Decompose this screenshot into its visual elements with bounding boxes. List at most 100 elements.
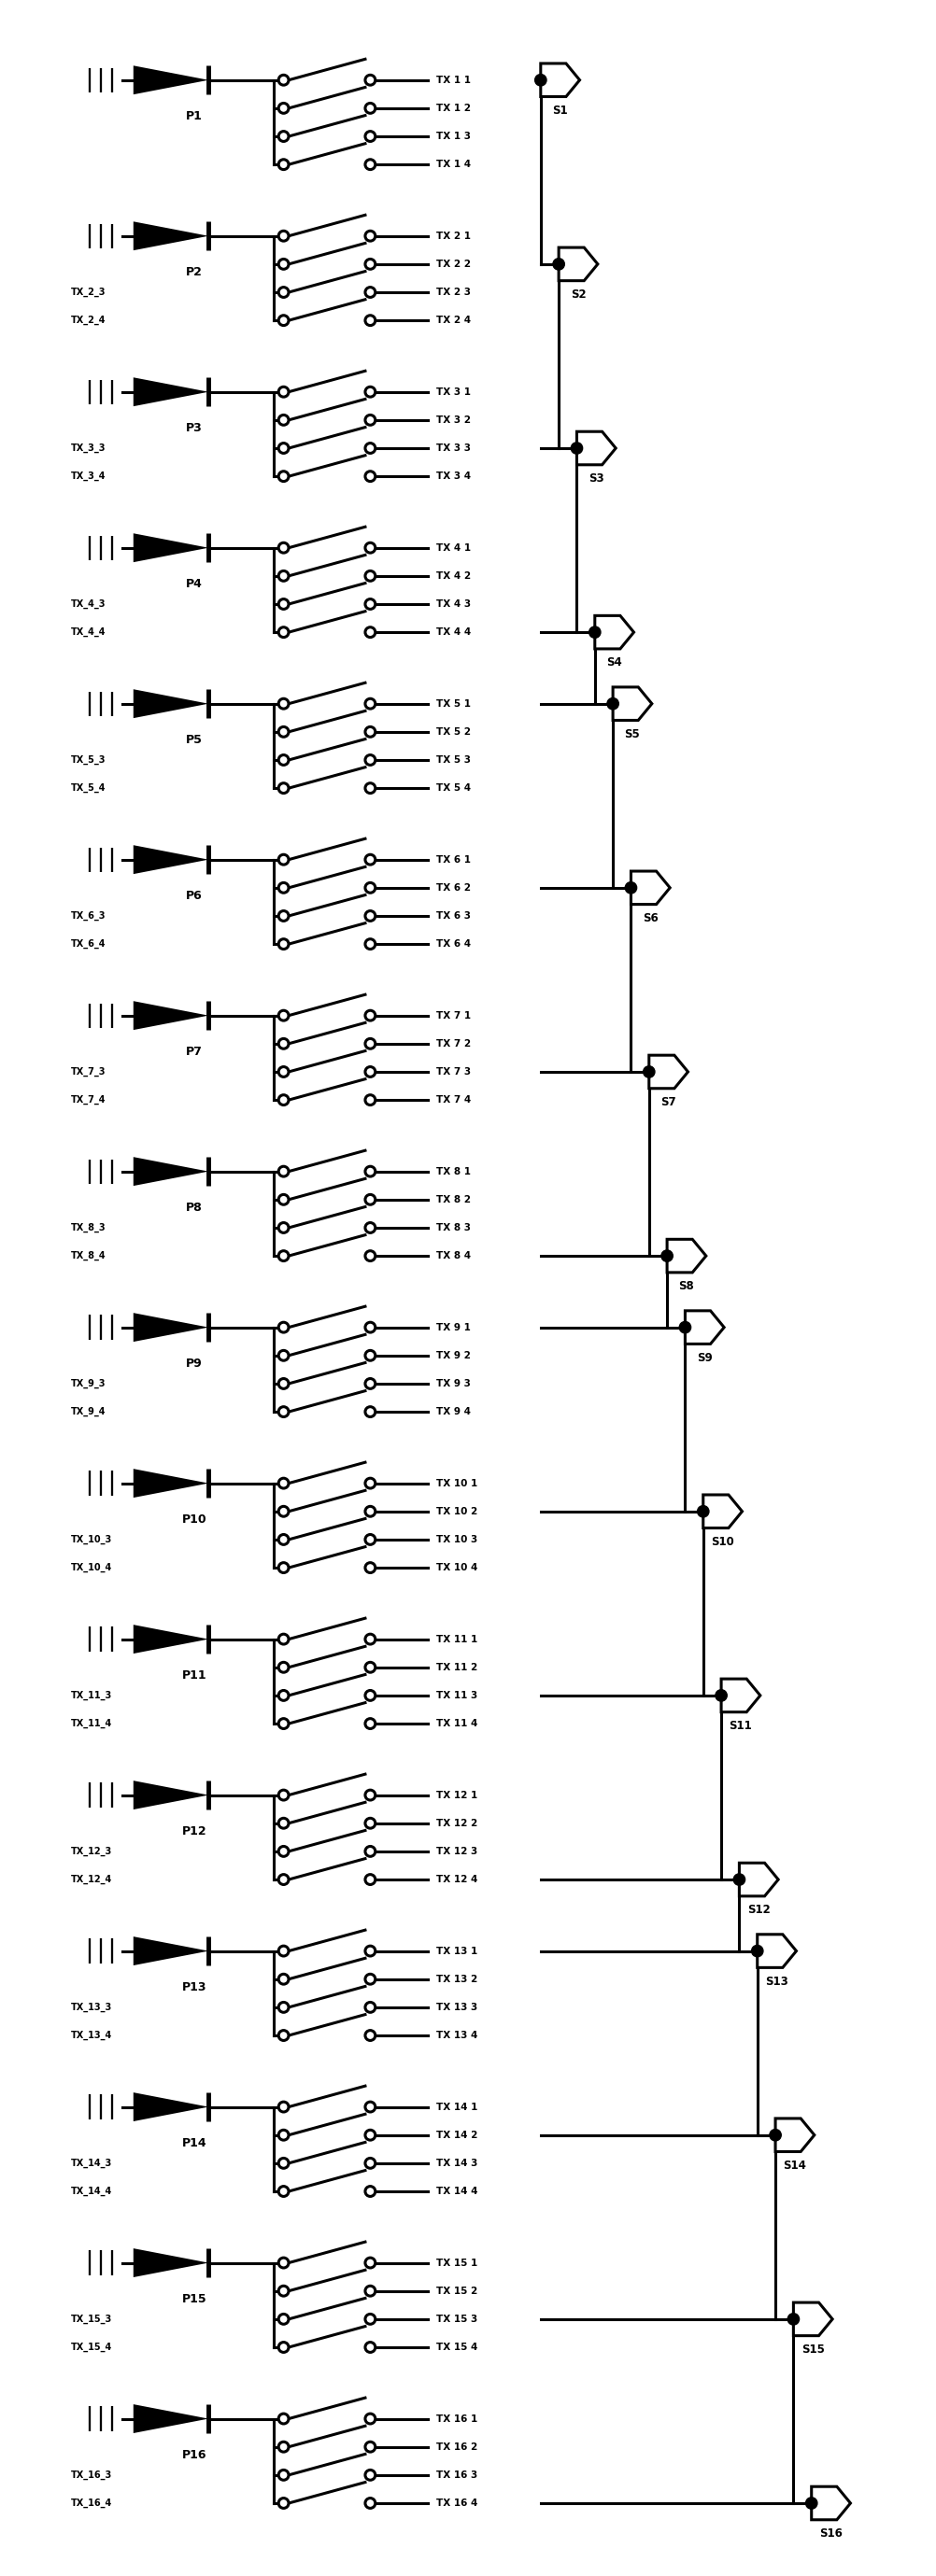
Circle shape: [278, 1321, 288, 1332]
Circle shape: [278, 415, 288, 425]
Text: TX_11_3: TX_11_3: [71, 1690, 112, 1700]
Circle shape: [278, 2499, 288, 2509]
Polygon shape: [133, 1937, 209, 1965]
Circle shape: [278, 1847, 288, 1857]
Text: TX_4_4: TX_4_4: [71, 629, 106, 636]
Circle shape: [278, 755, 288, 765]
Text: TX_8_4: TX_8_4: [71, 1252, 107, 1260]
Text: TX 11 2: TX 11 2: [436, 1662, 477, 1672]
Text: TX_3_4: TX_3_4: [71, 471, 106, 482]
Circle shape: [365, 626, 375, 636]
Polygon shape: [133, 2403, 209, 2434]
Circle shape: [278, 2285, 288, 2295]
Circle shape: [365, 1564, 375, 1574]
Circle shape: [365, 1790, 375, 1801]
Circle shape: [365, 1195, 375, 1206]
Text: S5: S5: [624, 729, 639, 739]
Text: TX 14 3: TX 14 3: [436, 2159, 477, 2169]
Text: TX 9 1: TX 9 1: [436, 1321, 471, 1332]
Text: P11: P11: [182, 1669, 206, 1682]
Text: TX_2_4: TX_2_4: [71, 317, 106, 325]
Circle shape: [278, 783, 288, 793]
Text: S8: S8: [678, 1280, 694, 1293]
Circle shape: [768, 2130, 781, 2141]
Circle shape: [624, 881, 636, 894]
Text: P9: P9: [185, 1358, 202, 1370]
Circle shape: [365, 726, 375, 737]
Circle shape: [365, 103, 375, 113]
Text: S15: S15: [800, 2344, 824, 2357]
Polygon shape: [630, 871, 669, 904]
Polygon shape: [133, 2092, 209, 2120]
Circle shape: [365, 698, 375, 708]
Text: TX 11 3: TX 11 3: [436, 1690, 477, 1700]
Circle shape: [278, 232, 288, 242]
Circle shape: [278, 2159, 288, 2169]
Circle shape: [365, 1718, 375, 1728]
Polygon shape: [133, 222, 209, 250]
Text: TX 10 4: TX 10 4: [436, 1564, 477, 1571]
Circle shape: [278, 1406, 288, 1417]
Text: P16: P16: [182, 2450, 206, 2460]
Text: TX_8_3: TX_8_3: [71, 1224, 107, 1231]
Circle shape: [365, 1252, 375, 1260]
Circle shape: [278, 884, 288, 894]
Circle shape: [589, 626, 600, 639]
Text: TX_5_3: TX_5_3: [71, 755, 106, 765]
Text: TX_15_3: TX_15_3: [71, 2313, 112, 2324]
Polygon shape: [133, 1625, 209, 1654]
Polygon shape: [811, 2486, 850, 2519]
Circle shape: [278, 726, 288, 737]
Text: S2: S2: [570, 289, 585, 301]
Text: S11: S11: [728, 1721, 752, 1731]
Text: P8: P8: [185, 1200, 202, 1213]
Circle shape: [278, 1479, 288, 1489]
Circle shape: [365, 415, 375, 425]
Circle shape: [365, 2187, 375, 2197]
Polygon shape: [793, 2303, 831, 2336]
Text: TX 14 4: TX 14 4: [436, 2187, 477, 2195]
Circle shape: [751, 1945, 762, 1958]
Text: S1: S1: [552, 106, 567, 116]
Text: TX_6_3: TX_6_3: [71, 912, 106, 920]
Text: TX 15 3: TX 15 3: [436, 2313, 477, 2324]
Circle shape: [365, 131, 375, 142]
Circle shape: [696, 1504, 709, 1517]
Circle shape: [278, 131, 288, 142]
Text: S6: S6: [642, 912, 658, 925]
Text: TX_12_4: TX_12_4: [71, 1875, 112, 1883]
Text: TX_7_3: TX_7_3: [71, 1066, 106, 1077]
Polygon shape: [133, 2249, 209, 2277]
Text: TX 12 2: TX 12 2: [436, 1819, 477, 1829]
Text: TX_10_4: TX_10_4: [71, 1564, 112, 1571]
Circle shape: [278, 600, 288, 608]
Text: TX 6 1: TX 6 1: [436, 855, 471, 866]
Text: TX 4 2: TX 4 2: [436, 572, 471, 580]
Circle shape: [278, 1945, 288, 1955]
Polygon shape: [684, 1311, 724, 1345]
Text: P7: P7: [185, 1046, 202, 1059]
Text: P6: P6: [185, 889, 202, 902]
Text: P3: P3: [185, 422, 202, 433]
Text: P10: P10: [182, 1512, 206, 1525]
Circle shape: [278, 2187, 288, 2197]
Text: TX_14_4: TX_14_4: [71, 2187, 112, 2197]
Circle shape: [365, 2002, 375, 2012]
Text: TX 13 3: TX 13 3: [436, 2002, 477, 2012]
Text: S13: S13: [765, 1976, 787, 1989]
Circle shape: [278, 1564, 288, 1574]
Text: S3: S3: [588, 474, 604, 484]
Polygon shape: [133, 1314, 209, 1342]
Text: TX 10 1: TX 10 1: [436, 1479, 477, 1489]
Circle shape: [365, 600, 375, 608]
Polygon shape: [133, 1468, 209, 1497]
Circle shape: [365, 884, 375, 894]
Circle shape: [365, 1847, 375, 1857]
Text: TX_5_4: TX_5_4: [71, 783, 106, 793]
Polygon shape: [594, 616, 634, 649]
Text: S10: S10: [710, 1535, 734, 1548]
Text: TX_13_4: TX_13_4: [71, 2030, 112, 2040]
Text: TX_4_3: TX_4_3: [71, 600, 106, 608]
Circle shape: [278, 855, 288, 866]
Circle shape: [365, 160, 375, 170]
